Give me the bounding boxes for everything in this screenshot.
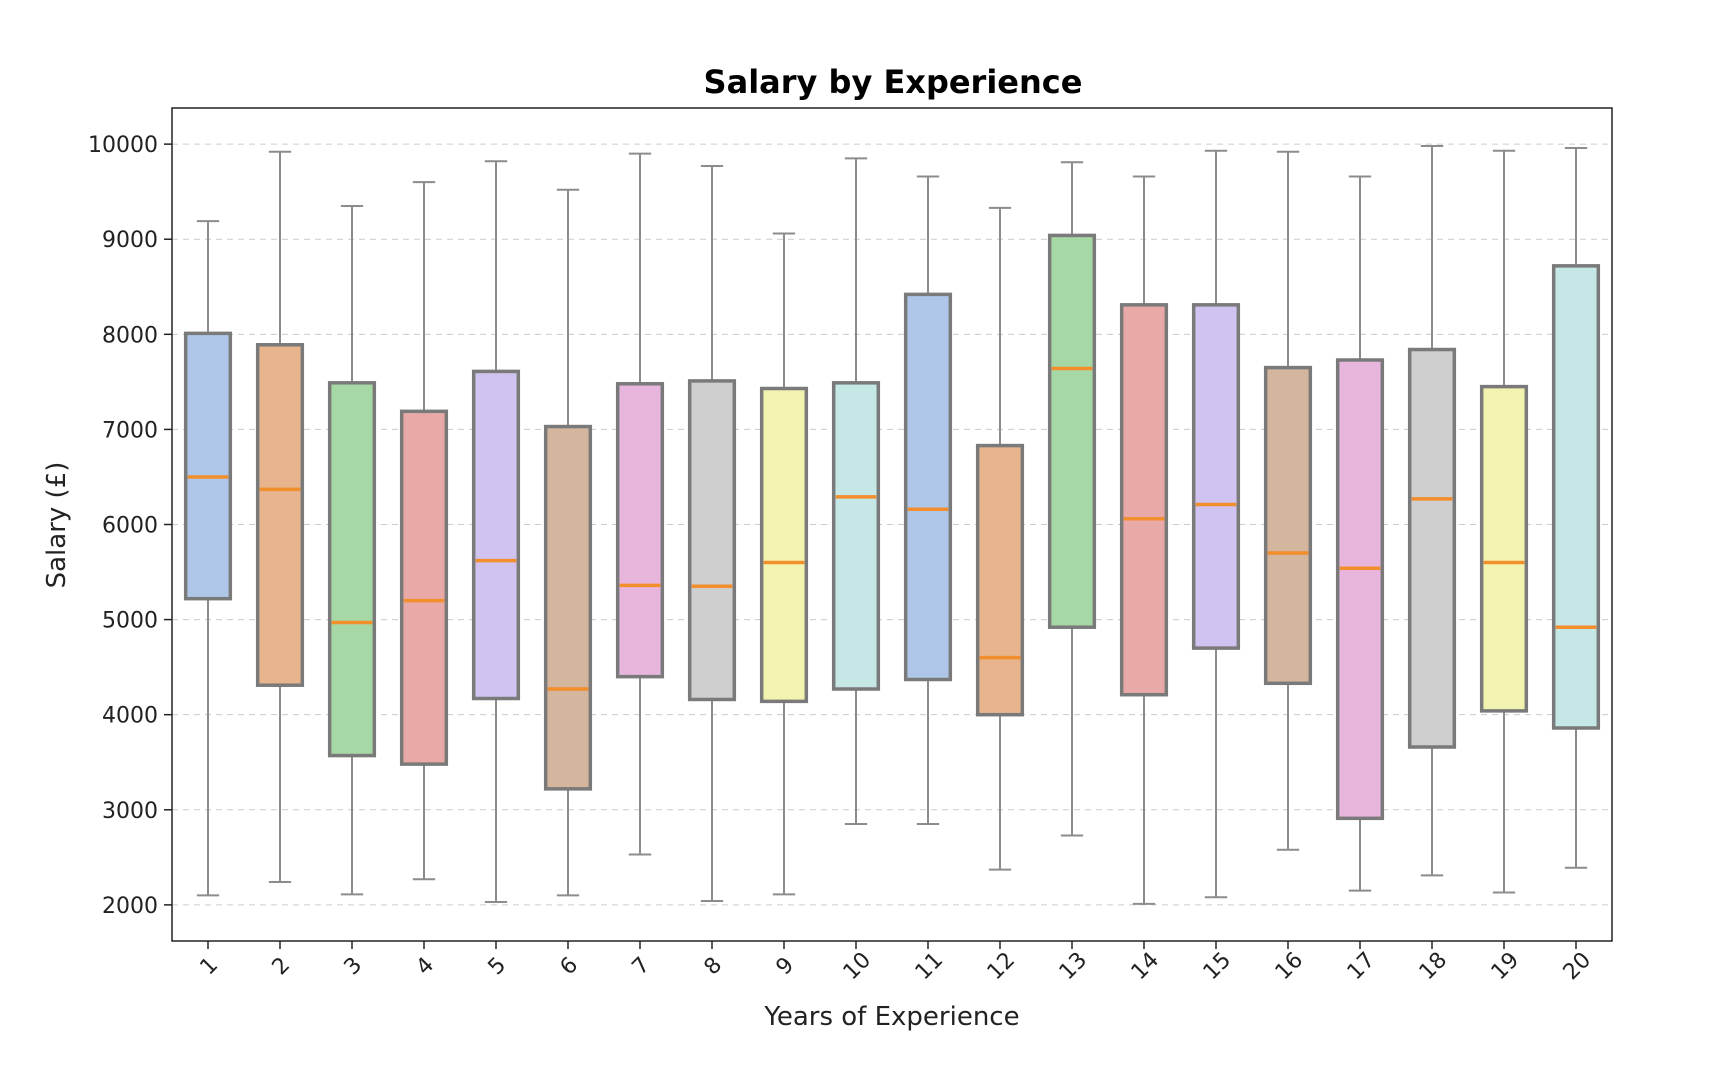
x-tick-label: 19: [1487, 948, 1524, 985]
iqr-box: [327, 381, 377, 758]
iqr-box: [1335, 358, 1385, 821]
box-13: [1047, 161, 1097, 837]
iqr-box: [1551, 264, 1601, 730]
box-18: [1407, 145, 1457, 877]
x-tick-label: 10: [839, 948, 876, 985]
box-plots: [183, 145, 1601, 905]
iqr-box: [975, 443, 1025, 717]
box-11: [903, 175, 953, 826]
box-6: [543, 188, 593, 897]
box-8: [687, 165, 737, 903]
box-1: [183, 220, 233, 897]
x-tick-label: 1: [196, 953, 224, 981]
x-tick-label: 17: [1343, 948, 1380, 985]
x-tick-label: 4: [412, 953, 440, 981]
x-tick-label: 14: [1127, 948, 1164, 985]
box-15: [1191, 149, 1241, 899]
box-14: [1119, 175, 1169, 905]
x-tick-label: 3: [340, 953, 368, 981]
box-12: [975, 206, 1025, 871]
iqr-box: [1263, 365, 1313, 686]
y-tick-label: 2000: [102, 894, 158, 919]
iqr-box: [759, 386, 809, 704]
y-axis-label: Salary (£): [42, 462, 72, 589]
y-tick-label: 6000: [102, 514, 158, 539]
box-2: [255, 150, 305, 884]
x-tick-label: 13: [1055, 948, 1092, 985]
box-9: [759, 232, 809, 896]
x-tick-label: 6: [556, 953, 584, 981]
x-tick-label: 12: [983, 948, 1020, 985]
x-tick-label: 11: [911, 948, 948, 985]
box-19: [1479, 149, 1529, 894]
box-10: [831, 157, 881, 826]
iqr-box: [1119, 303, 1169, 697]
box-7: [615, 152, 665, 856]
iqr-box: [687, 379, 737, 702]
y-tick-label: 9000: [102, 228, 158, 253]
box-5: [471, 160, 521, 904]
y-tick-label: 8000: [102, 323, 158, 348]
x-tick-label: 9: [772, 953, 800, 981]
iqr-box: [255, 343, 305, 687]
iqr-box: [1191, 303, 1241, 650]
iqr-box: [399, 409, 449, 766]
y-tick-label: 5000: [102, 609, 158, 634]
y-tick-label: 10000: [88, 133, 158, 158]
iqr-box: [1047, 233, 1097, 629]
iqr-box: [615, 382, 665, 679]
y-axis-ticks: 2000 3000 4000 5000 6000 7000 8000 9000 10000: [88, 133, 172, 919]
iqr-box: [1407, 347, 1457, 749]
box-16: [1263, 150, 1313, 851]
x-axis-ticks: 1 2 3 4 5 6 7 8 9 10 11 12 13 14 15 16 17 18 19 20: [196, 941, 1596, 985]
iqr-box: [1479, 384, 1529, 713]
box-3: [327, 204, 377, 896]
iqr-box: [183, 331, 233, 601]
iqr-box: [471, 369, 521, 701]
box-20: [1551, 146, 1601, 869]
chart-title: Salary by Experience: [704, 63, 1083, 101]
y-tick-label: 4000: [102, 704, 158, 729]
x-tick-label: 7: [628, 953, 656, 981]
box-4: [399, 181, 449, 881]
x-axis-label: Years of Experience: [763, 1002, 1019, 1032]
iqr-box: [831, 381, 881, 691]
grid-lines: [172, 143, 1612, 906]
iqr-box: [543, 424, 593, 791]
x-tick-label: 20: [1559, 948, 1596, 985]
iqr-box: [903, 292, 953, 682]
x-tick-label: 18: [1415, 948, 1452, 985]
x-tick-label: 2: [268, 953, 296, 981]
x-tick-label: 15: [1199, 948, 1236, 985]
x-tick-label: 16: [1271, 948, 1308, 985]
x-tick-label: 5: [484, 953, 512, 981]
x-tick-label: 8: [700, 953, 728, 981]
y-tick-label: 3000: [102, 799, 158, 824]
y-tick-label: 7000: [102, 418, 158, 443]
box-17: [1335, 175, 1385, 892]
